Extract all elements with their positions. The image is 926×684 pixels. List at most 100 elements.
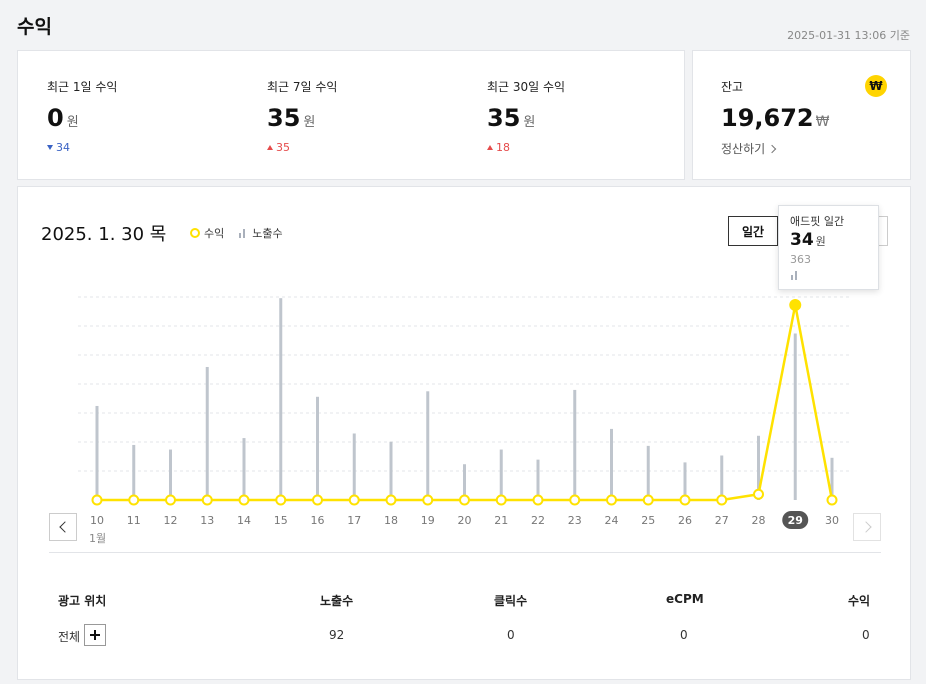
balance-label: 잔고 bbox=[721, 80, 744, 94]
tooltip-title: 애드핏 일간 bbox=[790, 215, 845, 228]
stat-unit: 원 bbox=[523, 115, 536, 130]
impression-bar bbox=[683, 462, 687, 500]
period-daily-button[interactable]: 일간 bbox=[728, 216, 778, 246]
expand-plus-button[interactable] bbox=[84, 624, 106, 646]
revenue-point bbox=[165, 494, 176, 506]
impression-bar bbox=[830, 457, 834, 500]
revenue-point bbox=[348, 494, 360, 506]
revenue-point bbox=[275, 494, 287, 506]
stat-value: 35 원 bbox=[487, 104, 535, 132]
stat-label: 최근 1일 수익 bbox=[47, 80, 118, 94]
chevron-right-icon bbox=[860, 521, 872, 533]
impression-bar bbox=[610, 428, 613, 500]
impression-bar bbox=[646, 445, 650, 500]
stat-label: 최근 30일 수익 bbox=[487, 80, 566, 94]
x-tick-label: 19 bbox=[421, 514, 435, 527]
impression-bar bbox=[463, 464, 466, 500]
revenue-point bbox=[606, 494, 617, 506]
chart-legend: 수익 노출수 bbox=[190, 225, 283, 241]
settle-link[interactable]: 정산하기 bbox=[721, 140, 777, 157]
impressions-legend-icon bbox=[238, 228, 248, 238]
impression-bar bbox=[169, 449, 172, 500]
impression-bar bbox=[499, 449, 503, 500]
balance-unit: ₩ bbox=[815, 114, 830, 130]
impression-bar bbox=[316, 396, 319, 500]
revenue-legend-icon bbox=[190, 228, 200, 238]
x-tick-label: 10 bbox=[90, 514, 104, 527]
tooltip-unit: 원 bbox=[815, 235, 826, 248]
impression-bar bbox=[242, 438, 246, 500]
x-tick-label: 27 bbox=[715, 514, 729, 527]
revenue-point bbox=[642, 494, 654, 506]
x-tick-label: 14 bbox=[237, 514, 251, 527]
chart-prev-button[interactable] bbox=[49, 513, 77, 541]
stat-number: 35 bbox=[487, 104, 521, 132]
revenue-point bbox=[679, 494, 691, 506]
active-day-badge bbox=[782, 511, 809, 529]
impression-bar bbox=[352, 433, 356, 500]
revenue-point bbox=[826, 494, 838, 506]
table-header-revenue: 수익 bbox=[848, 594, 871, 608]
balance-number: 19,672 bbox=[721, 104, 814, 132]
x-tick-label: 24 bbox=[605, 514, 619, 527]
triangle-up-icon bbox=[267, 145, 273, 150]
stat-unit: 원 bbox=[303, 115, 316, 130]
x-tick-label: 16 bbox=[311, 514, 325, 527]
x-tick-label: 30 bbox=[825, 514, 839, 527]
revenue-point bbox=[238, 494, 250, 506]
impression-bar bbox=[205, 366, 209, 500]
table-header-impressions: 노출수 bbox=[320, 594, 354, 608]
chart-next-button[interactable] bbox=[853, 513, 881, 541]
legend-revenue-label: 수익 bbox=[204, 227, 225, 240]
settle-link-label: 정산하기 bbox=[721, 142, 766, 156]
triangle-up-icon bbox=[487, 145, 493, 150]
tooltip-number: 34 bbox=[790, 230, 814, 250]
legend-impressions-label: 노출수 bbox=[252, 227, 283, 240]
table-header-ecpm: eCPM bbox=[666, 592, 704, 606]
revenue-point bbox=[385, 494, 397, 506]
x-tick-label: 18 bbox=[384, 514, 398, 527]
bar-chart-icon bbox=[790, 271, 800, 280]
won-coin-icon: ₩ bbox=[865, 75, 887, 97]
impression-bar bbox=[536, 459, 540, 500]
stat-delta-value: 34 bbox=[56, 141, 70, 154]
x-tick-label: 11 bbox=[127, 514, 141, 527]
table-header-position: 광고 위치 bbox=[58, 594, 107, 608]
revenue-point bbox=[128, 494, 140, 506]
tooltip-value: 34 원 bbox=[790, 230, 826, 250]
cell-clicks: 0 bbox=[507, 628, 515, 642]
impression-bar bbox=[389, 441, 393, 500]
revenue-point bbox=[91, 494, 103, 506]
impression-bar bbox=[426, 391, 430, 500]
stat-number: 0 bbox=[47, 104, 64, 132]
month-label: 1월 bbox=[89, 532, 107, 545]
x-tick-label: 15 bbox=[274, 514, 288, 527]
divider bbox=[49, 552, 881, 553]
revenue-point bbox=[495, 494, 507, 506]
balance-value: 19,672 ₩ bbox=[721, 104, 829, 132]
impression-bar bbox=[757, 435, 760, 500]
revenue-point bbox=[789, 299, 802, 311]
x-tick-label: 22 bbox=[531, 514, 545, 527]
impression-bar bbox=[95, 405, 99, 500]
x-tick-label: 17 bbox=[347, 514, 361, 527]
cell-ecpm: 0 bbox=[680, 628, 688, 642]
cell-revenue: 0 bbox=[862, 628, 870, 642]
x-tick-label: 13 bbox=[200, 514, 214, 527]
impression-bar bbox=[573, 389, 577, 500]
stat-delta: 34 bbox=[47, 141, 70, 154]
x-tick-label: 25 bbox=[641, 514, 655, 527]
impression-bar bbox=[793, 333, 797, 500]
x-tick-label: 28 bbox=[752, 514, 766, 527]
x-tick-label: 23 bbox=[568, 514, 582, 527]
impression-bar bbox=[132, 444, 136, 500]
x-tick-label: 29 bbox=[788, 514, 803, 527]
balance-card: 잔고 ₩ 19,672 ₩ 정산하기 bbox=[692, 50, 911, 180]
revenue-point bbox=[312, 494, 323, 506]
stat-value: 35 원 bbox=[267, 104, 315, 132]
x-tick-label: 12 bbox=[164, 514, 178, 527]
chevron-right-icon bbox=[767, 144, 777, 154]
revenue-point bbox=[459, 494, 470, 506]
